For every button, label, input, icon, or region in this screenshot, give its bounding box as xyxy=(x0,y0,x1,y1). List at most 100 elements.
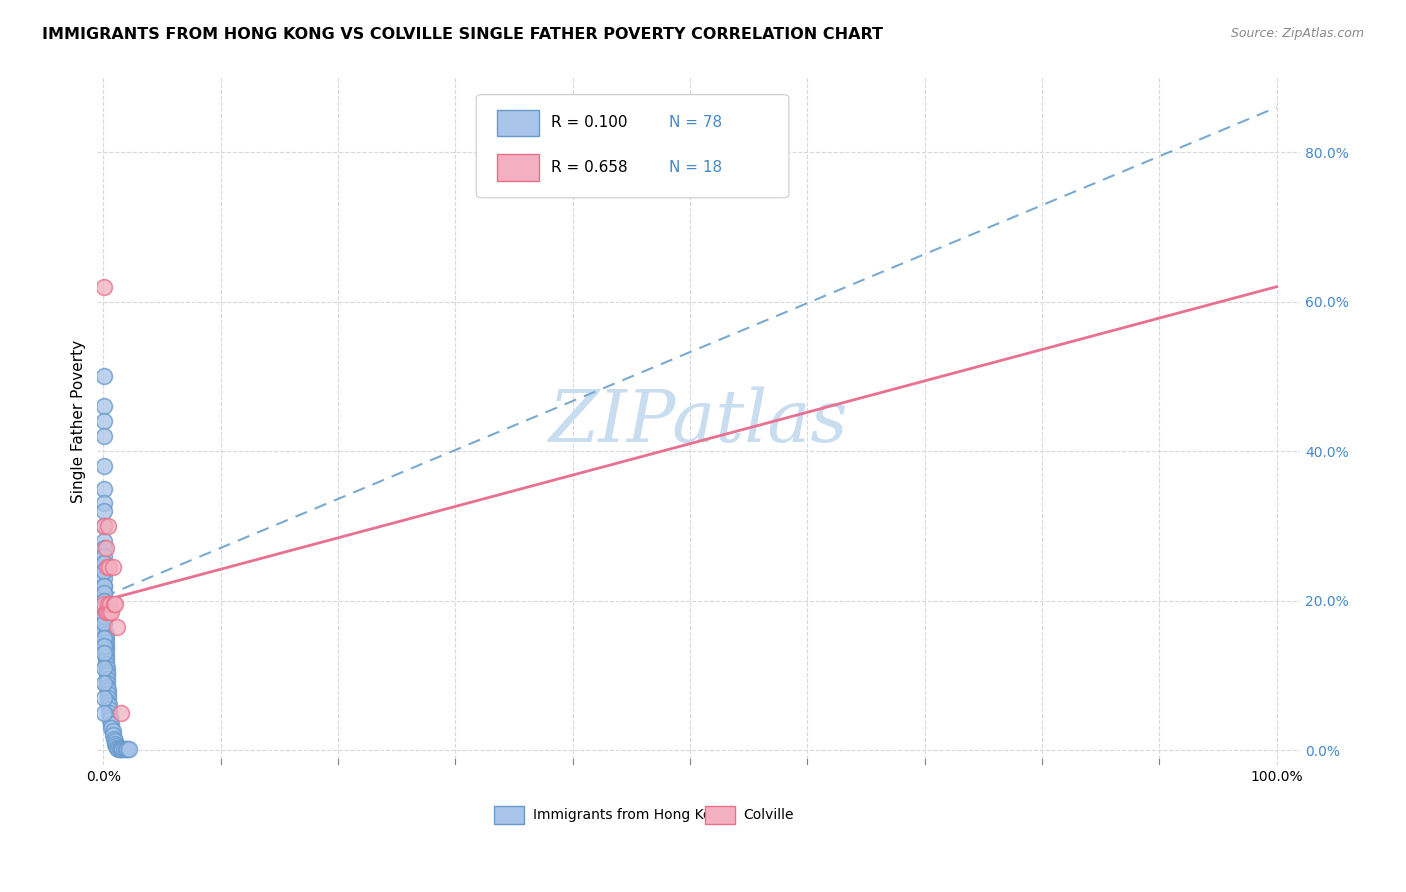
Point xyxy=(93,616,115,631)
Point xyxy=(96,680,118,694)
Point xyxy=(97,598,120,612)
Point xyxy=(93,608,115,623)
Point xyxy=(97,519,120,533)
Point xyxy=(93,608,115,623)
Point xyxy=(97,683,120,698)
Point xyxy=(93,414,115,428)
Point xyxy=(93,519,115,533)
Point xyxy=(93,593,115,607)
Point xyxy=(94,631,117,645)
Point xyxy=(93,564,115,578)
Point xyxy=(96,605,118,619)
Point xyxy=(93,598,115,612)
FancyBboxPatch shape xyxy=(704,806,735,823)
Point xyxy=(105,739,128,754)
Point xyxy=(100,717,122,731)
Point xyxy=(93,616,115,631)
Point xyxy=(98,706,121,720)
Point xyxy=(94,646,117,660)
FancyBboxPatch shape xyxy=(496,154,538,180)
Text: ZIPatlas: ZIPatlas xyxy=(548,386,849,457)
Point xyxy=(93,631,115,645)
Point xyxy=(93,541,115,556)
Point xyxy=(93,519,115,533)
Point xyxy=(94,657,117,672)
Point xyxy=(93,586,115,600)
Point xyxy=(98,713,121,727)
Point xyxy=(93,639,115,653)
Point xyxy=(93,564,115,578)
Point xyxy=(105,740,128,755)
Y-axis label: Single Father Poverty: Single Father Poverty xyxy=(72,340,86,503)
Point xyxy=(98,698,121,713)
Point xyxy=(93,279,115,293)
Point xyxy=(93,549,115,563)
Text: Immigrants from Hong Kong: Immigrants from Hong Kong xyxy=(533,808,728,822)
Point xyxy=(97,687,120,701)
Point xyxy=(93,482,115,496)
Point xyxy=(93,690,115,705)
Point xyxy=(94,605,117,619)
Text: R = 0.658: R = 0.658 xyxy=(551,160,627,175)
Point xyxy=(112,742,135,756)
Point xyxy=(103,731,125,746)
Point xyxy=(98,702,121,716)
Point xyxy=(93,646,115,660)
Point xyxy=(93,504,115,518)
Point xyxy=(93,556,115,570)
Point xyxy=(93,459,115,474)
Point xyxy=(114,742,136,756)
Point xyxy=(93,601,115,615)
Point xyxy=(107,741,129,756)
Point xyxy=(104,598,127,612)
Point xyxy=(103,598,125,612)
Point xyxy=(115,742,138,756)
Point xyxy=(105,620,128,634)
Point xyxy=(93,593,115,607)
Point xyxy=(96,661,118,675)
Point xyxy=(110,706,132,720)
Point xyxy=(98,605,121,619)
Point xyxy=(104,734,127,748)
Point xyxy=(110,742,132,756)
FancyBboxPatch shape xyxy=(496,110,538,136)
Point xyxy=(98,560,121,574)
Point xyxy=(93,429,115,443)
Point xyxy=(97,695,120,709)
Point xyxy=(94,627,117,641)
Text: N = 78: N = 78 xyxy=(669,115,721,130)
FancyBboxPatch shape xyxy=(477,95,789,198)
Text: N = 18: N = 18 xyxy=(669,160,721,175)
Point xyxy=(96,668,118,682)
Point xyxy=(94,639,117,653)
Point xyxy=(96,676,118,690)
Point xyxy=(93,586,115,600)
Point xyxy=(93,533,115,548)
Point xyxy=(96,560,118,574)
Point xyxy=(93,676,115,690)
FancyBboxPatch shape xyxy=(495,806,524,823)
Point xyxy=(93,400,115,414)
Point xyxy=(93,571,115,585)
Point xyxy=(98,598,121,612)
Point xyxy=(93,601,115,615)
Point xyxy=(93,706,115,720)
Point xyxy=(94,642,117,657)
Point xyxy=(93,369,115,384)
Point xyxy=(101,724,124,739)
Text: R = 0.100: R = 0.100 xyxy=(551,115,627,130)
Point xyxy=(94,541,117,556)
Point xyxy=(96,665,118,679)
Point xyxy=(101,560,124,574)
Point xyxy=(93,556,115,570)
Point xyxy=(96,672,118,686)
Point xyxy=(93,661,115,675)
Text: IMMIGRANTS FROM HONG KONG VS COLVILLE SINGLE FATHER POVERTY CORRELATION CHART: IMMIGRANTS FROM HONG KONG VS COLVILLE SI… xyxy=(42,27,883,42)
Point xyxy=(93,579,115,593)
Point xyxy=(94,649,117,664)
Point xyxy=(94,634,117,648)
Point xyxy=(93,624,115,638)
Point xyxy=(100,721,122,735)
Point xyxy=(93,579,115,593)
Point xyxy=(104,737,127,751)
